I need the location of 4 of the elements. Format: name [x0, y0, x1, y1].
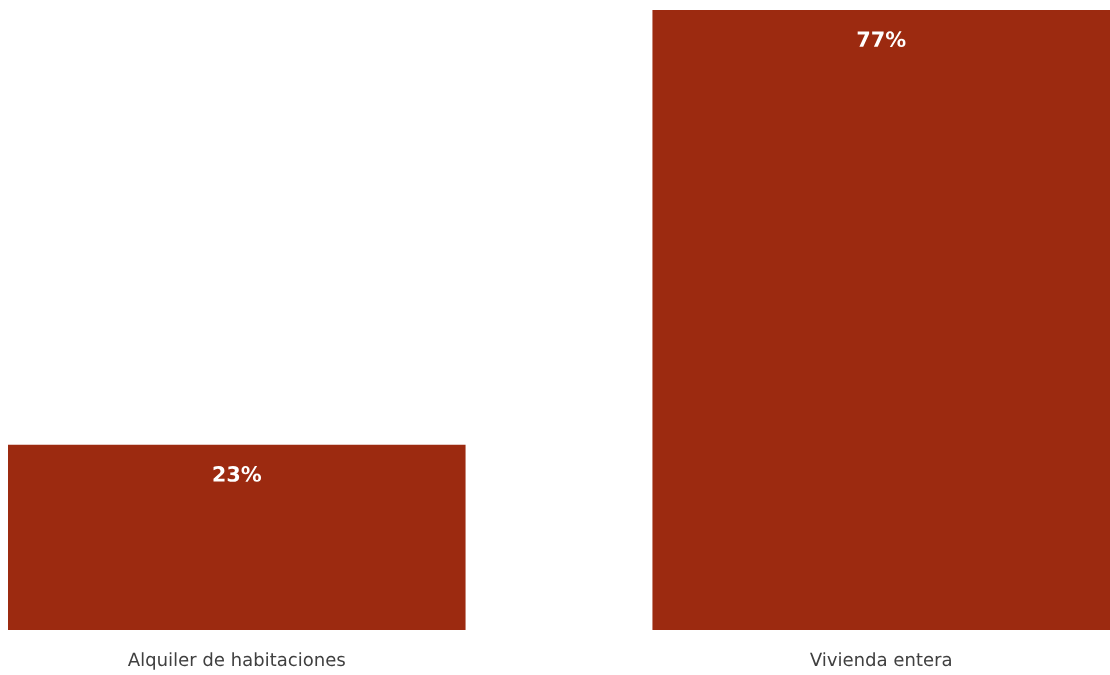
x-tick-label: Vivienda entera [810, 652, 951, 667]
x-tick-label: Alquiler de habitaciones [127, 652, 345, 670]
data-label: 77% [857, 31, 906, 48]
data-label: 23% [213, 466, 262, 482]
